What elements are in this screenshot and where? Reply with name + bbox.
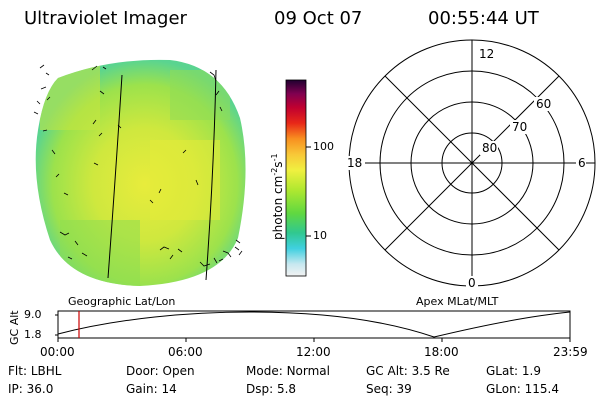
- info-gain: Gain: 14: [126, 382, 177, 396]
- lat-label-60: 60: [536, 97, 552, 111]
- lat-label-70: 70: [512, 120, 528, 134]
- info-seq: Seq: 39: [366, 382, 412, 396]
- altitude-ytick-9: 9.0: [24, 308, 42, 321]
- info-flt: Flt: LBHL: [8, 364, 62, 378]
- colorbar: [285, 79, 311, 277]
- colorbar-tick-100: 100: [313, 140, 334, 153]
- date-label: 09 Oct 07: [274, 8, 363, 29]
- altitude-ylabel: GC Alt: [8, 310, 21, 345]
- mlt-label-6: 6: [578, 156, 586, 170]
- lat-label-80: 80: [482, 141, 498, 155]
- app-title: Ultraviolet Imager: [24, 8, 187, 29]
- info-glat: GLat: 1.9: [486, 364, 542, 378]
- polar-grid: [348, 39, 596, 287]
- apex-caption: Apex MLat/MLT: [416, 295, 499, 308]
- altitude-curve: [57, 311, 571, 338]
- info-glon: GLon: 115.4: [486, 382, 559, 396]
- geographic-caption: Geographic Lat/Lon: [68, 295, 176, 308]
- altitude-xtick-0000: 00:00: [40, 345, 75, 359]
- colorbar-unit-label: photon cm-2s-1: [270, 153, 285, 240]
- earth-disk-image: [33, 59, 246, 287]
- info-dsp: Dsp: 5.8: [246, 382, 297, 396]
- mlt-label-0: 0: [468, 276, 476, 290]
- altitude-xtick-2359: 23:59: [553, 345, 588, 359]
- altitude-xtick-0600: 06:00: [168, 345, 203, 359]
- info-ip: IP: 36.0: [8, 382, 54, 396]
- altitude-ytick-1-8: 1.8: [24, 328, 42, 341]
- altitude-xtick-1800: 18:00: [424, 345, 459, 359]
- time-label: 00:55:44 UT: [428, 8, 539, 29]
- info-door: Door: Open: [126, 364, 195, 378]
- info-mode: Mode: Normal: [246, 364, 330, 378]
- info-gc-alt: GC Alt: 3.5 Re: [366, 364, 450, 378]
- mlt-label-18: 18: [347, 156, 363, 170]
- colorbar-tick-10: 10: [313, 229, 327, 242]
- altitude-xtick-1200: 12:00: [296, 345, 331, 359]
- mlt-label-12: 12: [479, 47, 495, 61]
- altitude-plot: [55, 310, 571, 342]
